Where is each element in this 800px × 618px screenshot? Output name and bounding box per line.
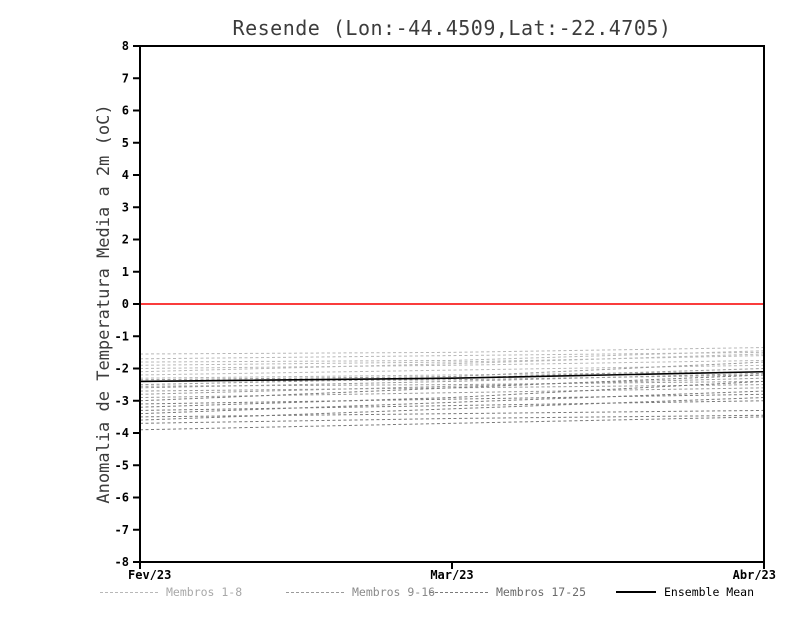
y-tick-label: -6 bbox=[115, 491, 129, 505]
legend-label: Ensemble Mean bbox=[664, 585, 755, 599]
y-tick-label: -4 bbox=[115, 426, 129, 440]
ensemble-member-line bbox=[139, 416, 765, 431]
dashed-line-swatch bbox=[100, 591, 158, 593]
ensemble-mean-line bbox=[139, 370, 765, 383]
y-tick-label: 0 bbox=[122, 297, 129, 311]
legend-item-membros-1-8: Membros 1-8 bbox=[100, 584, 242, 600]
chart-title: Resende (Lon:-44.4509,Lat:-22.4705) bbox=[232, 16, 672, 40]
y-tick-label: 7 bbox=[122, 71, 129, 85]
x-tick-label: Fev/23 bbox=[128, 568, 171, 580]
x-tick-label: Abr/23 bbox=[733, 568, 776, 580]
y-tick-label: -7 bbox=[115, 523, 129, 537]
chart-svg: -8 -7 -6 -5 -4 -3 -2 -1 0 1 2 3 4 5 6 7 8 Fev/23 Mar/23 Abr… bbox=[115, 39, 776, 580]
legend-item-membros-9-16: Membros 9-16 bbox=[286, 584, 435, 600]
ensemble-member-line bbox=[139, 353, 765, 373]
solid-line-swatch bbox=[616, 591, 656, 593]
y-tick-label: 8 bbox=[122, 39, 129, 53]
ensemble-member-line bbox=[139, 371, 765, 379]
legend-item-ensemble-mean: Ensemble Mean bbox=[616, 584, 754, 600]
y-tick-label: -2 bbox=[115, 362, 129, 376]
legend-label: Membros 1-8 bbox=[166, 585, 243, 599]
y-tick-label: 1 bbox=[122, 265, 129, 279]
y-tick-label: -5 bbox=[115, 458, 129, 472]
y-tick-label: 3 bbox=[122, 200, 129, 214]
y-tick-label: 6 bbox=[122, 104, 129, 118]
legend-label: Membros 9-16 bbox=[352, 585, 436, 599]
dashed-line-swatch bbox=[286, 591, 344, 593]
y-tick-label: 5 bbox=[122, 136, 129, 150]
legend-label: Membros 17-25 bbox=[496, 585, 587, 599]
y-tick-label: 2 bbox=[122, 233, 129, 247]
dashed-line-swatch bbox=[430, 591, 488, 593]
x-tick-label: Mar/23 bbox=[430, 568, 473, 580]
legend-item-membros-17-25: Membros 17-25 bbox=[430, 584, 586, 600]
y-tick-label: -3 bbox=[115, 394, 129, 408]
y-tick-label: -1 bbox=[115, 329, 129, 343]
legend: Membros 1-8 Membros 9-16 Membros 17-25 E… bbox=[0, 584, 800, 606]
y-tick-label: 4 bbox=[122, 168, 129, 182]
y-tick-label: -8 bbox=[115, 555, 129, 569]
